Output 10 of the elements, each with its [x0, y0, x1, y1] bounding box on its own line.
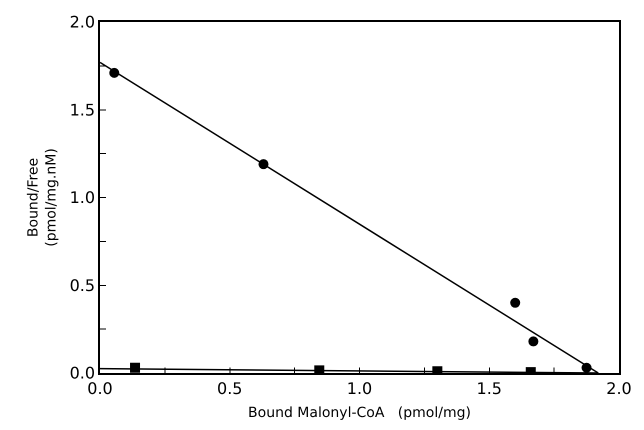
y-tick-label: 1.0	[70, 188, 96, 208]
x-tick-label: 2.0	[606, 378, 632, 398]
y-tick-label: 2.0	[70, 12, 96, 32]
x-tick-label: 1.0	[346, 378, 372, 398]
y-tick-label: 1.5	[70, 100, 96, 120]
x-tick-label: 0.5	[217, 378, 242, 398]
x-tick-label: 1.5	[476, 378, 502, 398]
x-axis-title: Bound Malonyl-CoA (pmol/mg)	[248, 404, 471, 421]
y-tick-label: 0.5	[70, 276, 96, 295]
y-axis-title: Bound/Free (pmol/mg.nM)	[25, 148, 60, 247]
